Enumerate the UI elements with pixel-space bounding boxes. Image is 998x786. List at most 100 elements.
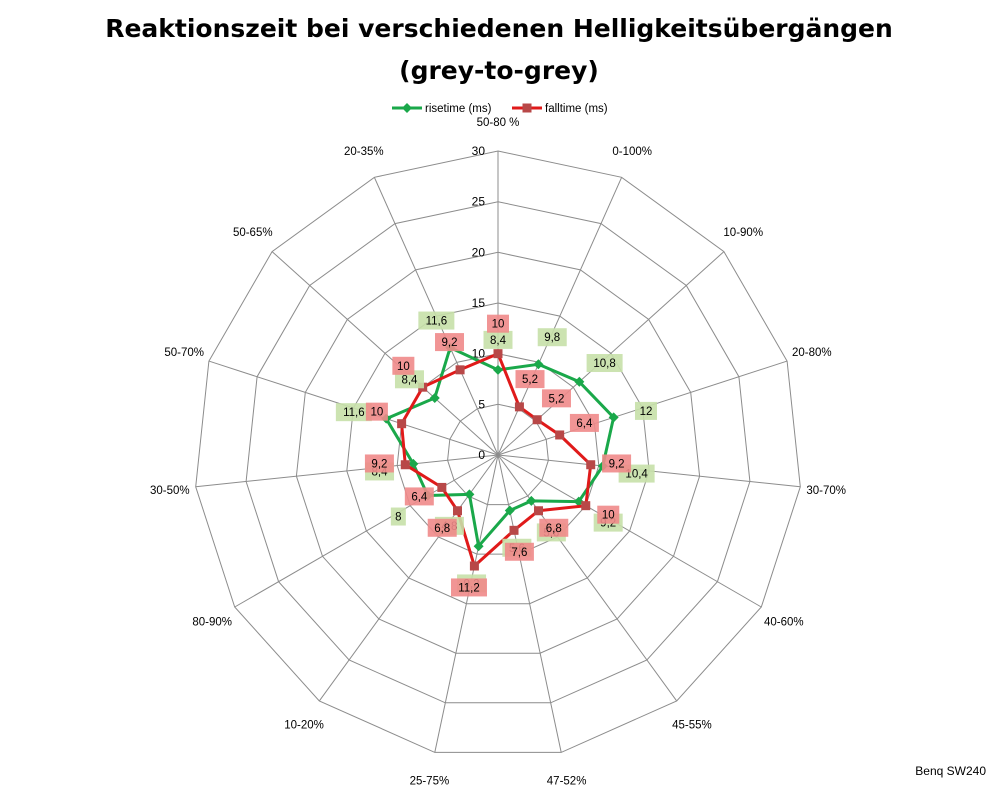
risetime-data-label: 10,4	[618, 464, 655, 483]
grid-spoke	[271, 251, 499, 456]
data-label-bg	[634, 401, 657, 420]
risetime-data-label: 12	[634, 401, 657, 420]
data-label-text: 6,8	[546, 523, 562, 535]
falltime-point	[586, 460, 596, 470]
falltime-data-label: 5,2	[515, 370, 545, 389]
falltime-data-label: 10	[487, 314, 509, 333]
data-label-bg	[364, 454, 394, 473]
falltime-data-label: 9,2	[435, 333, 465, 352]
falltime-data-label: 10	[597, 505, 620, 524]
data-label-bg	[504, 542, 534, 561]
data-label-text: 9,2	[442, 337, 458, 349]
chart-title-line1: Reaktionszeit bei verschiedenen Helligke…	[105, 14, 893, 43]
data-label-text: 6,4	[576, 418, 593, 430]
falltime-data-label: 9,2	[602, 454, 632, 473]
grid-spoke	[497, 454, 762, 608]
category-label: 10-90%	[723, 227, 763, 239]
grid-ring	[447, 403, 549, 506]
category-label: 30-70%	[806, 485, 846, 497]
falltime-data-label: 11,2	[450, 578, 487, 597]
data-label-bg	[335, 403, 372, 422]
grid-spoke	[195, 454, 499, 488]
category-label: 50-80 %	[477, 117, 520, 129]
radial-tick-label: 10	[472, 347, 486, 361]
risetime-point	[464, 489, 475, 500]
falltime-data-label: 9,2	[364, 454, 394, 473]
falltime-point	[397, 419, 407, 429]
falltime-point	[452, 506, 462, 516]
data-label-text: 9,8	[544, 332, 560, 344]
data-label-bg	[392, 356, 415, 375]
risetime-point	[574, 376, 585, 387]
category-label: 25-75%	[410, 776, 450, 786]
category-label: 30-50%	[150, 485, 190, 497]
data-label-bg	[365, 402, 388, 421]
legend-marker-square	[522, 103, 532, 113]
data-label-text: 10,4	[625, 469, 648, 481]
falltime-point	[493, 349, 503, 359]
risetime-data-label: 11,6	[335, 403, 372, 422]
series-line-falltime	[400, 352, 593, 568]
data-label-bg	[418, 311, 455, 330]
falltime-data-label: 6,4	[404, 487, 434, 506]
risetime-data-label: 10,8	[586, 354, 623, 373]
data-label-text: 10,8	[593, 358, 615, 370]
falltime-point	[514, 402, 524, 412]
data-label-bg	[537, 328, 567, 347]
legend-item-risetime: risetime (ms)	[392, 103, 492, 115]
falltime-point	[555, 430, 565, 440]
category-label: 50-70%	[164, 347, 204, 359]
category-label: 40-60%	[764, 617, 804, 629]
risetime-point	[473, 541, 484, 552]
data-label-text: 7,6	[511, 547, 527, 559]
grid-ring	[245, 201, 751, 704]
data-label-bg	[435, 333, 465, 352]
data-label-text: 8,4	[490, 335, 507, 347]
radial-tick-label: 25	[472, 195, 486, 209]
category-label: 45-55%	[672, 719, 712, 731]
falltime-point	[400, 460, 410, 470]
data-label-text: 6,4	[411, 491, 428, 503]
data-label-text: 10	[492, 319, 505, 331]
grid-spoke	[234, 454, 499, 608]
falltime-point	[534, 506, 544, 516]
data-label-bg	[483, 330, 513, 349]
data-label-bg	[602, 454, 632, 473]
risetime-point	[526, 495, 537, 506]
falltime-data-label: 10	[392, 356, 415, 375]
data-label-bg	[427, 518, 457, 537]
falltime-point	[437, 482, 447, 492]
falltime-point	[581, 501, 591, 511]
data-label-text: 6,8	[434, 523, 450, 535]
falltime-point	[509, 525, 519, 535]
grid-ring	[195, 150, 801, 753]
grid-spoke	[497, 454, 678, 702]
data-label-bg	[597, 505, 620, 524]
legend-marker-diamond	[402, 103, 412, 113]
legend-item-falltime: falltime (ms)	[512, 103, 608, 115]
falltime-data-label: 6,4	[569, 413, 599, 432]
category-label: 47-52%	[547, 776, 587, 786]
grid-ring	[346, 302, 650, 605]
category-label: 20-35%	[344, 146, 384, 158]
data-label-text: 8,4	[401, 374, 418, 386]
grid-spoke	[497, 454, 562, 753]
category-label: 80-90%	[192, 617, 232, 629]
data-label-text: 9,2	[371, 458, 387, 470]
data-label-bg	[404, 487, 434, 506]
risetime-point	[429, 393, 440, 404]
risetime-point	[493, 364, 503, 375]
risetime-point	[504, 505, 515, 516]
data-label-text: 12	[640, 406, 653, 418]
chart-title-line2: (grey-to-grey)	[399, 56, 599, 85]
falltime-data-label: 7,6	[504, 542, 534, 561]
data-label-text: 5,2	[522, 374, 538, 386]
risetime-point	[608, 412, 619, 423]
data-label-bg	[539, 518, 569, 537]
risetime-data-label: 11,6	[418, 311, 455, 330]
grid-spoke	[434, 454, 499, 753]
data-label-bg	[541, 389, 571, 408]
falltime-point	[455, 365, 465, 375]
data-label-text: 9,2	[609, 458, 625, 470]
